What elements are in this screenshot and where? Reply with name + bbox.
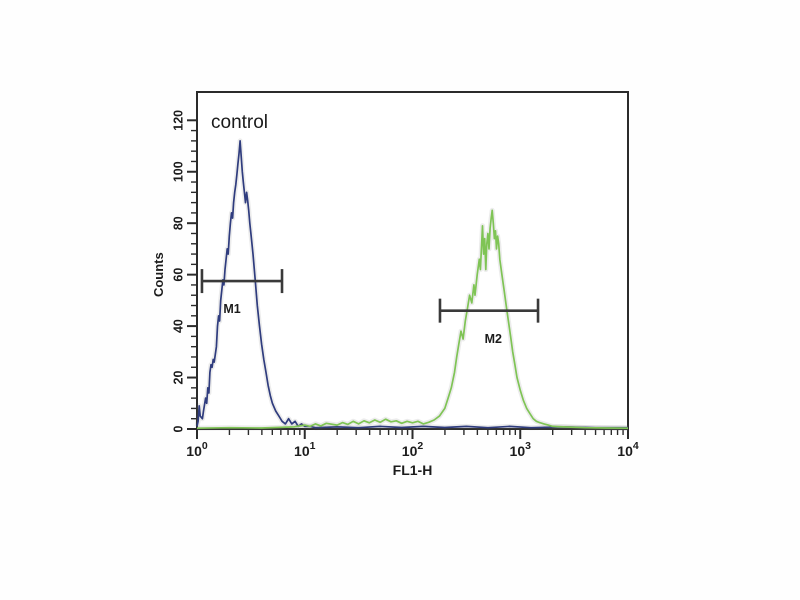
x-axis: 100 101 102 103 104 FL1-H: [186, 430, 639, 478]
x-axis-title: FL1-H: [393, 462, 433, 478]
gate-label: M2: [485, 332, 502, 346]
series-control-blue-trace: [194, 138, 628, 431]
x-tick-label: 101: [294, 440, 316, 459]
x-tick-label: 102: [402, 440, 424, 459]
control-blue-trace-line: [196, 140, 628, 429]
y-tick-label: 120: [171, 110, 185, 131]
y-tick-label: 20: [171, 371, 185, 385]
plot-frame: [196, 91, 629, 430]
gate-m2: M2: [438, 298, 540, 346]
y-tick-label: 0: [171, 425, 185, 432]
control-annotation: control: [211, 112, 268, 133]
x-tick-label: 104: [617, 440, 639, 459]
y-tick-label: 80: [171, 216, 185, 230]
x-tick-label: 103: [510, 440, 532, 459]
y-tick-label: 100: [171, 161, 185, 182]
y-axis: 0 20 40 60 80 100 120 Counts: [151, 110, 196, 432]
y-axis-title: Counts: [151, 252, 166, 297]
gate-label: M1: [223, 302, 240, 316]
sample-green-trace-line: [196, 209, 629, 430]
y-tick-label: 40: [171, 319, 185, 333]
gate-m1: M1: [200, 269, 284, 316]
series-sample-green-trace: [196, 207, 629, 431]
x-tick-label: 100: [186, 440, 208, 459]
y-tick-label: 60: [171, 268, 185, 282]
